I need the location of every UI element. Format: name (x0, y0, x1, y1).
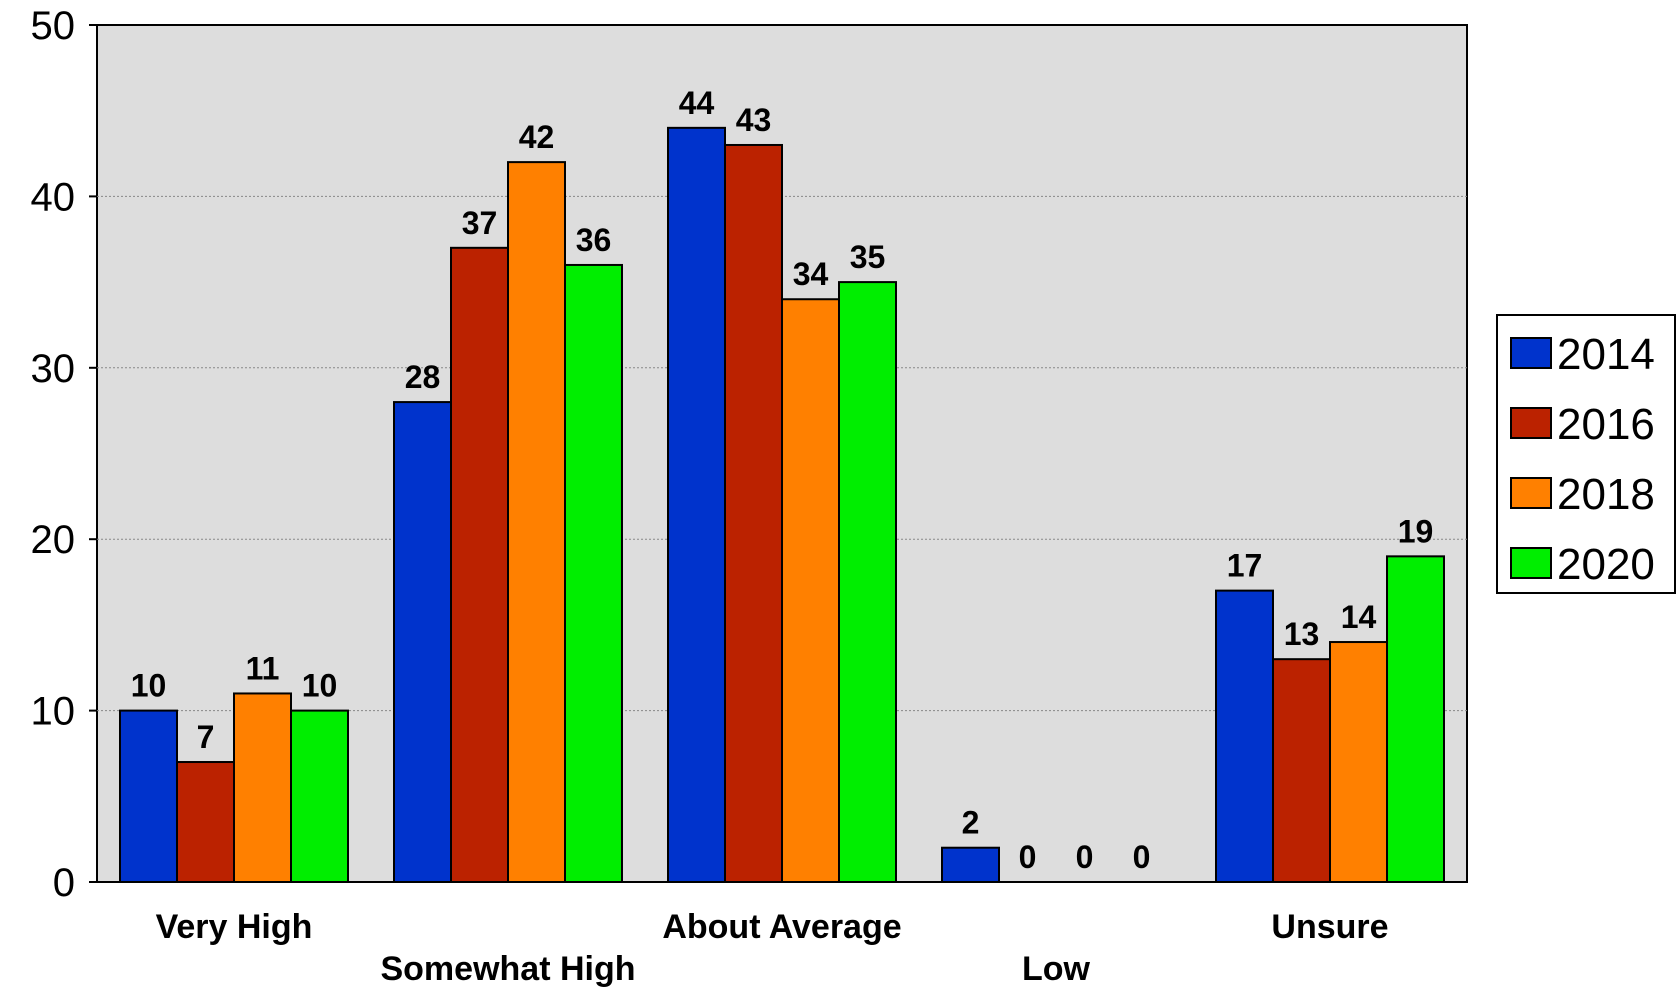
data-label: 0 (1019, 839, 1037, 875)
bar-2016-0 (176, 761, 235, 884)
bar-2018-1 (507, 161, 566, 883)
data-label: 42 (519, 119, 555, 155)
data-label: 0 (1076, 839, 1094, 875)
bar-2016-1 (450, 246, 509, 883)
bar-2014-2 (667, 126, 726, 883)
data-label: 35 (850, 239, 886, 275)
legend-label: 2016 (1557, 400, 1655, 449)
data-label: 17 (1227, 548, 1263, 584)
y-tick-label: 40 (31, 175, 76, 219)
bar-2016-4 (1272, 658, 1331, 883)
y-tick-label: 20 (31, 518, 76, 562)
data-label: 2 (962, 805, 980, 841)
data-label: 13 (1284, 616, 1320, 652)
legend-label: 2014 (1557, 330, 1655, 379)
data-label: 19 (1398, 513, 1434, 549)
legend: 2014 2016 2018 2020 (1496, 314, 1676, 594)
bar-2020-2 (838, 281, 897, 884)
data-label: 10 (302, 668, 338, 704)
legend-swatch-2020 (1510, 547, 1552, 579)
category-labels: Very High Somewhat High About Average Low Un… (156, 908, 1389, 988)
bars (119, 126, 1445, 884)
data-label: 7 (197, 719, 215, 755)
bar-2020-4 (1386, 555, 1445, 884)
data-label: 0 (1133, 839, 1151, 875)
bar-2014-1 (393, 401, 452, 883)
data-labels: 10 7 11 10 28 37 42 36 44 43 34 35 2 0 0 0 17 13 14 19 (131, 85, 1434, 875)
legend-swatch-2014 (1510, 337, 1552, 369)
data-label: 43 (736, 102, 772, 138)
category-label: About Average (662, 908, 901, 946)
data-label: 11 (246, 650, 280, 686)
y-tick-label: 10 (31, 690, 76, 734)
y-tick-label: 0 (53, 861, 75, 905)
data-label: 14 (1341, 599, 1377, 635)
bar-2014-4 (1215, 589, 1274, 883)
bar-2018-4 (1329, 641, 1388, 883)
legend-swatch-2018 (1510, 477, 1552, 509)
category-label: Somewhat High (380, 950, 635, 988)
legend-label: 2020 (1557, 540, 1655, 589)
data-label: 28 (405, 359, 441, 395)
category-label: Very High (156, 908, 313, 946)
bar-2018-0 (233, 692, 292, 884)
data-label: 10 (131, 668, 167, 704)
bar-2014-3 (941, 846, 1000, 883)
data-label: 44 (679, 85, 715, 121)
bar-2016-2 (724, 143, 783, 884)
y-tick-label: 30 (31, 347, 76, 391)
y-tick-label: 50 (31, 4, 76, 48)
category-label: Unsure (1271, 908, 1388, 946)
bar-2020-1 (564, 263, 623, 883)
bar-2018-2 (781, 298, 840, 883)
data-label: 37 (462, 205, 498, 241)
legend-swatch-2016 (1510, 407, 1552, 439)
y-axis-ticks: 0 10 20 30 40 50 (31, 4, 97, 905)
bar-2020-0 (290, 709, 349, 883)
legend-label: 2018 (1557, 470, 1655, 519)
bar-2014-0 (119, 709, 178, 883)
category-label: Low (1022, 950, 1091, 988)
data-label: 36 (576, 222, 612, 258)
data-label: 34 (793, 256, 829, 292)
